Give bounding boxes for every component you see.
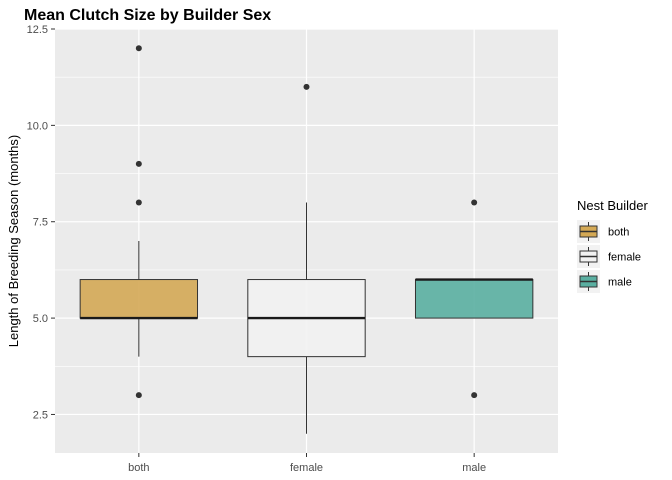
outlier-point (471, 392, 478, 399)
box-iqr (79, 279, 199, 319)
outlier-point (471, 199, 478, 206)
legend-title: Nest Builder (577, 198, 648, 213)
legend-label: female (608, 252, 641, 264)
outlier-point (135, 392, 142, 399)
outlier-point (135, 45, 142, 52)
boxes (79, 45, 534, 434)
y-axis-title: Length of Breeding Season (months) (6, 135, 21, 347)
outlier-point (135, 199, 142, 206)
legend-item-male: male (577, 270, 632, 293)
y-tick-label: 5.0 (33, 313, 48, 325)
x-axis: both female male (128, 453, 486, 474)
box-both (79, 45, 199, 399)
legend-label: both (608, 227, 629, 239)
box-female (247, 83, 366, 434)
y-tick-label: 10.0 (27, 120, 48, 132)
box-male (414, 199, 534, 399)
outlier-point (303, 83, 310, 90)
x-tick-label: female (290, 462, 323, 474)
y-tick-label: 7.5 (33, 217, 48, 229)
chart-title: Mean Clutch Size by Builder Sex (24, 7, 271, 24)
legend-item-both: both (577, 220, 629, 243)
x-tick-label: male (462, 462, 486, 474)
y-tick-label: 2.5 (33, 409, 48, 421)
box-iqr (414, 279, 534, 319)
legend: Nest Builder both female male (577, 198, 648, 293)
outlier-point (135, 160, 142, 167)
legend-label: male (608, 277, 632, 289)
legend-item-female: female (577, 245, 641, 268)
y-tick-label: 12.5 (27, 24, 48, 36)
x-tick-label: both (128, 462, 149, 474)
y-axis: 2.5 5.0 7.5 10.0 12.5 (27, 24, 55, 421)
